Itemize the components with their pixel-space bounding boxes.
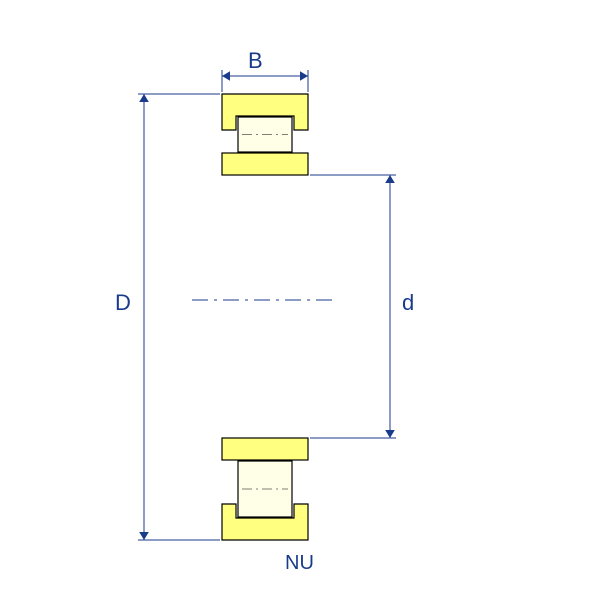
width-label: B: [248, 48, 263, 74]
type-label: NU: [285, 552, 314, 575]
inner-diameter-label: d: [402, 290, 414, 316]
bearing-diagram: [0, 0, 600, 600]
outer-diameter-label: D: [115, 290, 131, 316]
